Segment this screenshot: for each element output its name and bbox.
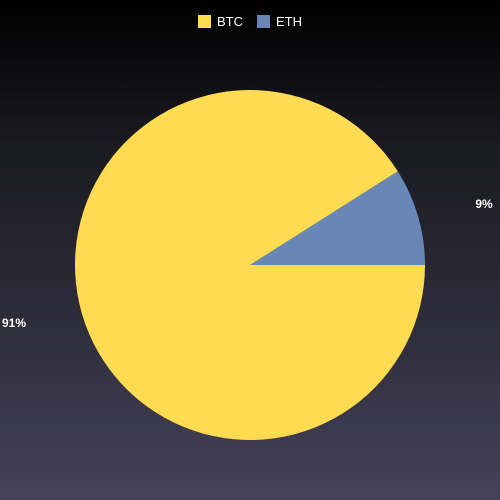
pie-slice-btc[interactable] [75,90,426,441]
pie-label-btc: 91% [2,316,26,330]
pie-slice-eth[interactable] [250,171,425,265]
pie-label-eth: 9% [475,197,493,211]
pie-labels: 91% 9% [2,197,493,330]
pie-slices [75,90,426,441]
legend-item-btc[interactable]: BTC [198,14,243,29]
legend-swatch-eth [257,15,270,28]
legend-label-eth: ETH [276,14,302,29]
legend-label-btc: BTC [217,14,243,29]
chart-legend: BTC ETH [0,14,500,29]
legend-item-eth[interactable]: ETH [257,14,302,29]
legend-swatch-btc [198,15,211,28]
